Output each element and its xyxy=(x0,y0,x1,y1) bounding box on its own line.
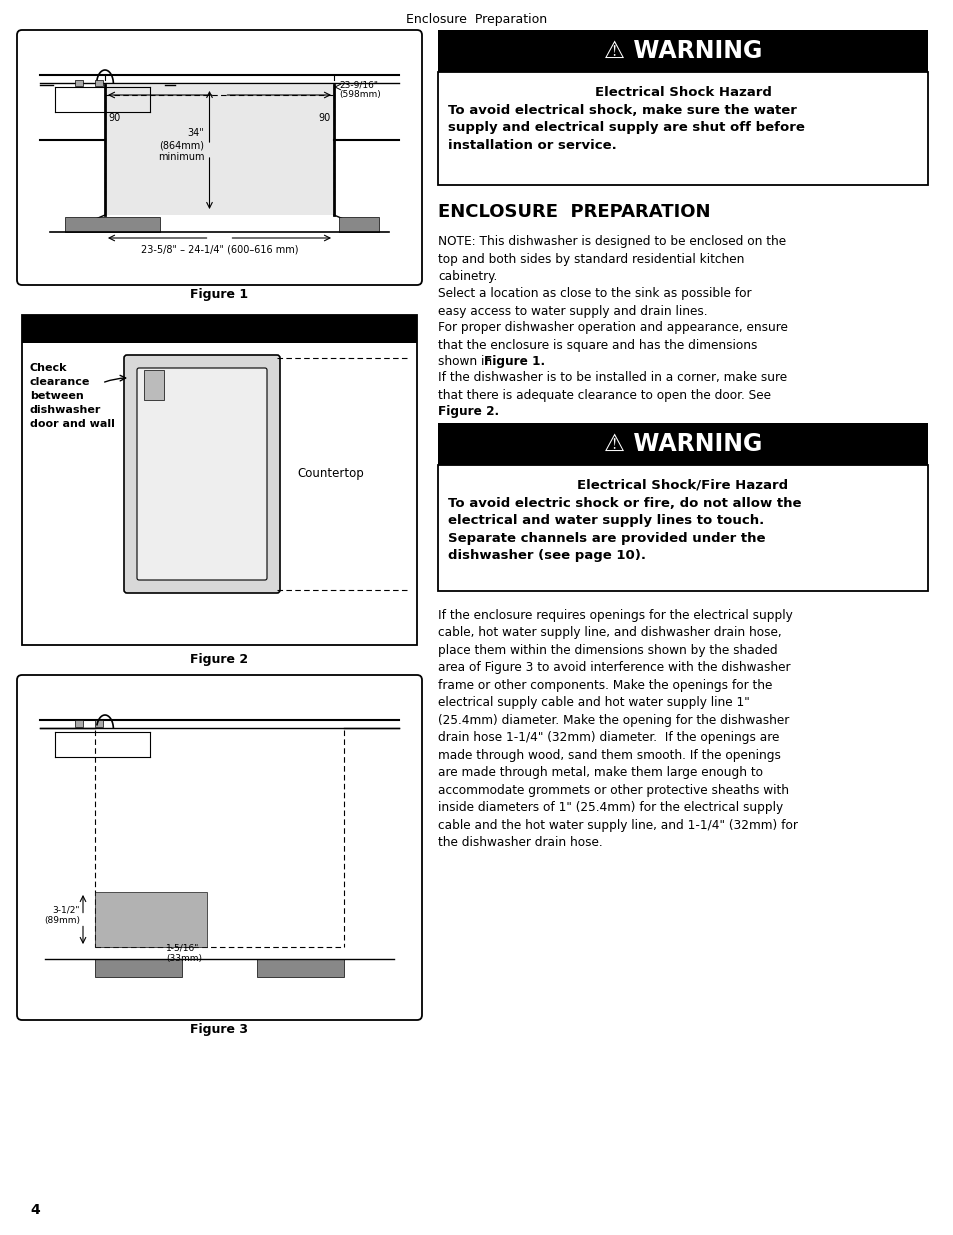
Text: Countertop: Countertop xyxy=(296,468,363,480)
Bar xyxy=(437,72,927,185)
FancyBboxPatch shape xyxy=(137,368,267,580)
Text: 4: 4 xyxy=(30,1203,40,1216)
Bar xyxy=(22,315,416,343)
Text: Enclosure  Preparation: Enclosure Preparation xyxy=(406,14,547,26)
Text: Electrical Shock Hazard: Electrical Shock Hazard xyxy=(594,86,771,99)
Bar xyxy=(338,217,378,232)
Bar xyxy=(95,892,207,947)
Bar xyxy=(95,960,182,977)
Text: Figure 3: Figure 3 xyxy=(191,1023,248,1036)
Text: Electrical Shock/Fire Hazard: Electrical Shock/Fire Hazard xyxy=(577,479,788,492)
Text: 23-9/16"
(598mm): 23-9/16" (598mm) xyxy=(338,80,380,99)
Text: 90: 90 xyxy=(318,112,331,124)
Bar xyxy=(95,80,103,86)
FancyBboxPatch shape xyxy=(17,30,421,285)
Bar xyxy=(256,960,344,977)
Bar xyxy=(95,720,103,727)
Text: Figure 1.: Figure 1. xyxy=(483,354,544,368)
Text: ⚠ WARNING: ⚠ WARNING xyxy=(603,40,761,63)
Bar xyxy=(105,85,334,215)
Bar xyxy=(75,80,83,86)
Bar xyxy=(65,217,160,232)
Text: Check
clearance
between
dishwasher
door and wall: Check clearance between dishwasher door … xyxy=(30,363,114,429)
Bar xyxy=(75,720,83,727)
Bar xyxy=(144,370,164,400)
Text: If the enclosure requires openings for the electrical supply
cable, hot water su: If the enclosure requires openings for t… xyxy=(437,609,797,850)
Text: ENCLOSURE  PREPARATION: ENCLOSURE PREPARATION xyxy=(437,203,710,221)
Text: 3-1/2"
(89mm): 3-1/2" (89mm) xyxy=(44,905,80,925)
Text: Select a location as close to the sink as possible for
easy access to water supp: Select a location as close to the sink a… xyxy=(437,287,751,317)
Bar xyxy=(437,30,927,72)
Text: NOTE: This dishwasher is designed to be enclosed on the
top and both sides by st: NOTE: This dishwasher is designed to be … xyxy=(437,235,785,283)
Text: 1-5/16"
(33mm): 1-5/16" (33mm) xyxy=(166,944,202,963)
Text: 34"
(864mm)
minimum: 34" (864mm) minimum xyxy=(158,128,204,162)
Text: For proper dishwasher operation and appearance, ensure
that the enclosure is squ: For proper dishwasher operation and appe… xyxy=(437,321,787,352)
Text: 90: 90 xyxy=(108,112,120,124)
Text: Figure 2.: Figure 2. xyxy=(437,405,498,417)
Text: To avoid electric shock or fire, do not allow the
electrical and water supply li: To avoid electric shock or fire, do not … xyxy=(448,496,801,562)
FancyBboxPatch shape xyxy=(17,676,421,1020)
FancyBboxPatch shape xyxy=(124,354,280,593)
Bar xyxy=(437,422,927,464)
Text: If the dishwasher is to be installed in a corner, make sure
that there is adequa: If the dishwasher is to be installed in … xyxy=(437,372,786,401)
Bar xyxy=(22,315,416,645)
Text: Figure 1: Figure 1 xyxy=(191,288,249,301)
Text: shown in: shown in xyxy=(437,354,496,368)
Bar xyxy=(437,464,927,590)
Text: To avoid electrical shock, make sure the water
supply and electrical supply are : To avoid electrical shock, make sure the… xyxy=(448,104,804,152)
Text: 23-5/8" – 24-1/4" (600–616 mm): 23-5/8" – 24-1/4" (600–616 mm) xyxy=(141,245,298,254)
Text: Figure 2: Figure 2 xyxy=(191,653,249,666)
Text: ⚠ WARNING: ⚠ WARNING xyxy=(603,432,761,456)
